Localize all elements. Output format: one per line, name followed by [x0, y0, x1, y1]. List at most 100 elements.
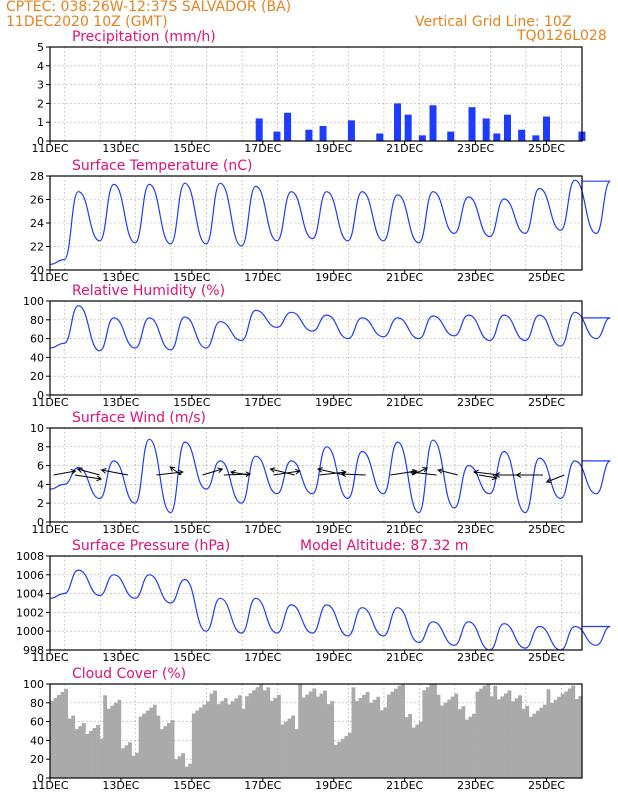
- cloud-bar: [355, 700, 359, 778]
- cloud-bar: [425, 687, 430, 778]
- x-tick-label: 17DEC: [244, 271, 281, 284]
- cloud-bar: [553, 699, 558, 778]
- x-tick-label: 13DEC: [102, 271, 139, 284]
- cloud-bar: [479, 688, 483, 778]
- wind-arrow-head: [229, 469, 236, 476]
- cloud-bar: [503, 693, 508, 778]
- cloud-bar: [241, 708, 246, 778]
- wind-arrow-head: [494, 472, 500, 478]
- wind-arrow-head: [70, 468, 77, 475]
- cloud-bar: [262, 690, 267, 778]
- y-tick-label: 24: [30, 217, 44, 230]
- cloud-bar: [124, 745, 129, 778]
- cloud-bar: [507, 690, 512, 778]
- wind-arrow-head: [316, 467, 323, 473]
- wind-arrow: [319, 471, 347, 476]
- precip-bar: [447, 131, 455, 141]
- wind-arrow: [411, 467, 428, 476]
- wind-arrow: [230, 471, 249, 476]
- cloud-bar: [291, 715, 296, 778]
- panel-title: Precipitation (mm/h): [72, 29, 216, 45]
- x-tick-label: 21DEC: [386, 779, 423, 792]
- cloud-bar: [461, 706, 466, 778]
- cloud-bar: [103, 695, 108, 778]
- cloud-bar: [404, 717, 409, 778]
- cloud-bar: [390, 691, 395, 778]
- cloud-bar: [362, 694, 366, 778]
- cloud-bar: [202, 704, 207, 778]
- y-tick-label: 3: [37, 79, 44, 92]
- cloud-bar: [138, 716, 143, 778]
- y-tick-label: 0: [37, 389, 44, 402]
- wind-arrow-head: [169, 466, 176, 472]
- cloud-bar: [67, 718, 72, 778]
- wind-arrow: [317, 468, 345, 476]
- cloud-bar: [53, 697, 58, 778]
- wind-arrow-head: [437, 468, 444, 474]
- cloud-bar: [347, 732, 352, 778]
- cloud-bar: [337, 741, 342, 778]
- x-tick-label: 23DEC: [457, 142, 494, 155]
- y-tick-label: 1: [37, 116, 44, 129]
- x-tick-label: 13DEC: [102, 651, 139, 664]
- wind-arrow-head: [96, 475, 103, 482]
- x-tick-label: 19DEC: [315, 651, 352, 664]
- y-tick-label: 1008: [16, 550, 44, 563]
- cloud-bar: [266, 687, 271, 778]
- cloud-bar: [518, 695, 523, 778]
- cloud-bar: [269, 700, 274, 778]
- cloud-bar: [298, 684, 303, 778]
- cloud-bar: [50, 700, 54, 778]
- cloud-bar: [195, 710, 200, 778]
- cloud-bar: [571, 685, 576, 778]
- cloud-bar: [117, 699, 122, 778]
- cloud-bar: [567, 688, 572, 778]
- wind-arrow-head: [269, 467, 276, 473]
- x-tick-label: 25DEC: [528, 651, 565, 664]
- x-tick-label: 23DEC: [457, 396, 494, 409]
- x-tick-label: 11DEC: [31, 271, 68, 284]
- cloud-bar: [326, 704, 331, 778]
- x-tick-label: 25DEC: [528, 271, 565, 284]
- cloud-bar: [447, 699, 452, 778]
- precip-bar: [418, 135, 426, 141]
- y-tick-label: 60: [30, 333, 44, 346]
- cloud-bar: [372, 699, 377, 778]
- cloud-bar: [411, 727, 416, 778]
- cloud-bar: [181, 753, 186, 778]
- cloud-bar: [135, 752, 139, 778]
- cloud-bar: [163, 726, 168, 778]
- cloud-bar: [489, 696, 494, 778]
- cloud-bar: [376, 696, 381, 778]
- cloud-bar: [333, 744, 338, 778]
- y-tick-label: 28: [30, 170, 44, 183]
- precip-bar: [273, 131, 281, 141]
- cloud-bar: [386, 694, 391, 778]
- cloud-bar: [294, 729, 299, 778]
- wind-arrow: [546, 474, 565, 483]
- panel-title: Surface Wind (m/s): [72, 410, 206, 426]
- x-tick-label: 19DEC: [315, 523, 352, 536]
- wind-arrow-head: [100, 468, 107, 474]
- wind-arrow: [169, 466, 182, 476]
- panel-frame: [49, 175, 583, 271]
- cloud-bar: [188, 763, 193, 778]
- y-tick-label: 20: [30, 753, 44, 766]
- model-altitude-label: Model Altitude: 87.32 m: [300, 538, 469, 554]
- precip-bar: [284, 112, 292, 141]
- cloud-bar: [273, 697, 278, 778]
- x-tick-label: 11DEC: [31, 779, 68, 792]
- cloud-bar: [344, 735, 349, 778]
- cloud-bar: [433, 684, 437, 778]
- cloud-bar: [252, 690, 257, 778]
- panel-frame: [49, 46, 583, 142]
- cloud-bar: [213, 690, 217, 778]
- x-tick-label: 23DEC: [457, 651, 494, 664]
- y-tick-label: 0: [37, 135, 44, 148]
- cloud-bar: [237, 695, 242, 778]
- x-tick-label: 13DEC: [102, 142, 139, 155]
- cloud-bar: [358, 697, 363, 778]
- series-line: [49, 305, 611, 352]
- wind-arrow: [410, 471, 437, 476]
- y-tick-label: 8: [37, 441, 44, 454]
